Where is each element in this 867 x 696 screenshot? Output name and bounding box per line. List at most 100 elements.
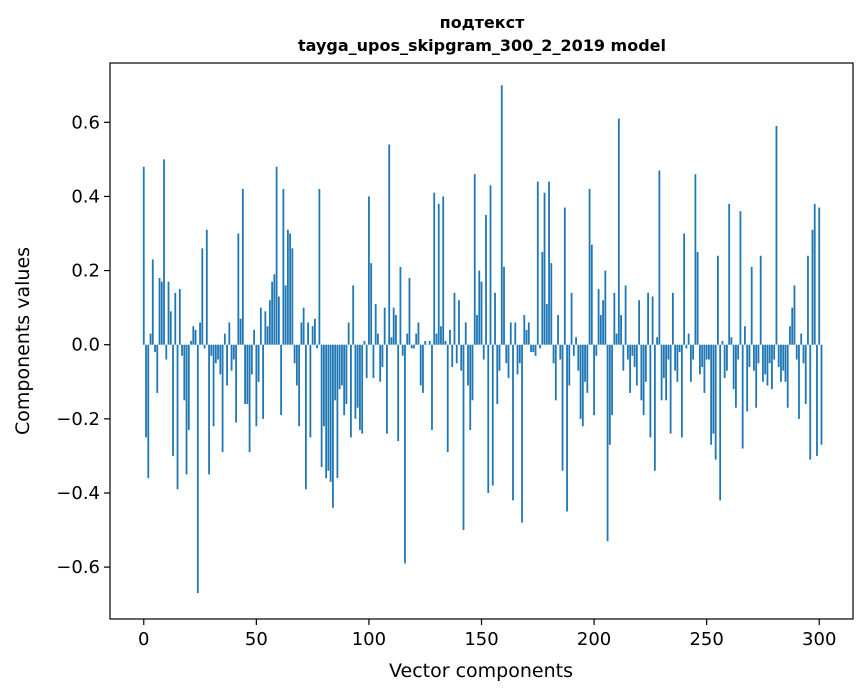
bar xyxy=(201,248,204,345)
chart-title-line1: подтекст xyxy=(440,13,525,32)
bar xyxy=(334,344,337,401)
bar xyxy=(221,344,224,453)
bar xyxy=(816,344,818,456)
bar xyxy=(158,277,161,345)
bar xyxy=(169,311,172,345)
bar xyxy=(165,344,168,360)
bar xyxy=(156,344,159,393)
bar xyxy=(302,307,305,345)
bar xyxy=(703,344,706,393)
bar xyxy=(320,344,323,468)
bar xyxy=(437,203,440,345)
bar xyxy=(343,344,346,416)
bar xyxy=(473,174,476,345)
bar xyxy=(782,344,785,371)
x-tick-label: 300 xyxy=(802,629,836,650)
bar xyxy=(374,303,377,345)
bar xyxy=(167,281,170,345)
bar xyxy=(223,333,226,345)
bar xyxy=(798,344,800,419)
bar xyxy=(559,344,562,360)
bar xyxy=(205,229,208,345)
bar xyxy=(264,311,267,345)
bar xyxy=(467,344,469,386)
bar xyxy=(503,266,505,345)
y-tick-label: −0.6 xyxy=(56,557,100,578)
x-tick-label: 50 xyxy=(245,629,268,650)
bar xyxy=(809,344,812,460)
bar xyxy=(192,326,195,345)
bar xyxy=(329,344,332,482)
bar xyxy=(804,344,807,405)
bar xyxy=(442,196,445,345)
bar xyxy=(509,322,512,345)
bar xyxy=(744,326,746,345)
bar xyxy=(710,344,713,445)
bar xyxy=(444,341,447,345)
bar xyxy=(338,344,341,390)
bar xyxy=(653,344,656,471)
bar xyxy=(566,344,568,512)
y-axis-ticks: −0.6 −0.4 −0.2 0.0 0.2 0.4 0.6 xyxy=(56,112,110,578)
bar xyxy=(563,207,566,345)
bar xyxy=(185,344,188,475)
bar xyxy=(705,344,708,360)
bar xyxy=(656,337,659,345)
bar xyxy=(365,344,368,379)
bar xyxy=(485,214,487,345)
bar xyxy=(813,203,816,345)
bar xyxy=(739,211,742,345)
bar xyxy=(671,292,674,345)
bar xyxy=(383,307,386,345)
bar xyxy=(309,344,312,438)
bar xyxy=(683,233,686,345)
bar xyxy=(777,344,780,367)
bar xyxy=(766,344,769,386)
bar xyxy=(543,192,546,345)
bar xyxy=(345,344,348,405)
bar xyxy=(422,344,424,393)
bar xyxy=(318,189,321,345)
bar xyxy=(554,344,557,401)
bar xyxy=(232,344,235,360)
bar xyxy=(487,344,490,493)
bar xyxy=(199,322,201,345)
bar xyxy=(518,344,521,364)
bar xyxy=(313,318,316,345)
bar xyxy=(811,229,814,345)
bar xyxy=(386,344,388,434)
bar xyxy=(800,333,803,345)
bar xyxy=(172,344,174,456)
bar xyxy=(406,333,409,345)
bar xyxy=(413,344,415,349)
bar xyxy=(593,344,595,416)
bar xyxy=(773,344,776,360)
bar xyxy=(658,170,661,345)
bar xyxy=(791,307,794,345)
bar xyxy=(230,344,233,371)
bar xyxy=(410,344,413,349)
bar xyxy=(795,344,798,360)
bar xyxy=(550,263,553,345)
bar xyxy=(266,326,269,345)
bar xyxy=(507,344,510,379)
chart-title-line2: tayga_upos_skipgram_300_2_2019 model xyxy=(298,36,666,55)
bar xyxy=(377,333,379,345)
bar xyxy=(575,337,577,345)
bar xyxy=(219,344,222,375)
bar xyxy=(408,277,411,345)
bar xyxy=(277,296,280,345)
bar xyxy=(586,344,589,393)
bar xyxy=(523,315,526,345)
bar xyxy=(548,181,550,345)
bar xyxy=(142,166,145,345)
bar xyxy=(608,344,611,445)
bar xyxy=(780,344,782,382)
bar xyxy=(527,322,530,345)
bar xyxy=(577,344,580,371)
bar xyxy=(469,344,472,430)
bar xyxy=(419,344,422,386)
bar xyxy=(455,344,458,364)
bar xyxy=(291,248,294,345)
bar xyxy=(361,344,364,434)
